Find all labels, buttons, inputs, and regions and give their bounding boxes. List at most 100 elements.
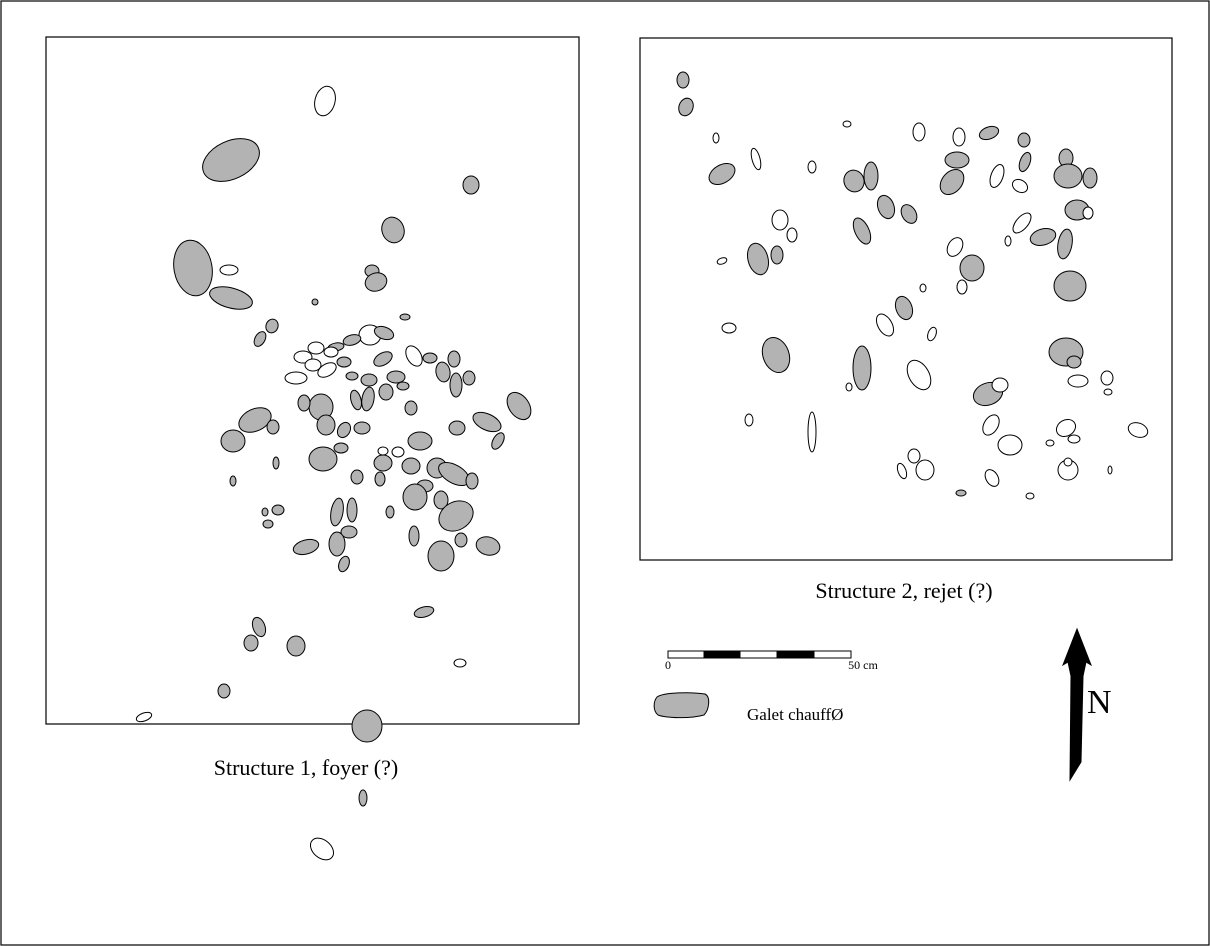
structure-2-stone — [907, 448, 921, 464]
structure-2-heated-stone — [978, 125, 1000, 141]
structure-2-heated-stone — [852, 217, 872, 245]
structure-1-heated-stone — [262, 519, 274, 529]
structure-1-heated-stone — [229, 475, 237, 487]
structure-1-heated-stone — [266, 419, 280, 435]
structure-2-plan: Structure 2, rejet (?) — [639, 37, 1173, 603]
structure-2-heated-stone — [876, 194, 896, 220]
structure-2-stone — [1055, 418, 1077, 438]
structure-2-stone — [1063, 457, 1073, 467]
structure-1-heated-stone — [351, 709, 383, 743]
structure-1-heated-stone — [336, 421, 352, 439]
structure-1-plan: Structure 1, foyer (?) — [45, 36, 580, 861]
structure-2-stone — [744, 413, 754, 427]
structure-1-heated-stone — [435, 361, 451, 383]
structure-2-heated-stone — [863, 161, 879, 191]
structure-2-heated-stone — [1017, 132, 1031, 148]
structure-2-stone — [906, 359, 932, 391]
structure-1-heated-stone — [404, 400, 418, 416]
scale-segment — [703, 650, 741, 659]
structure-2-stones — [676, 71, 1149, 500]
scale-segment — [667, 650, 705, 659]
structure-2-heated-stone — [1057, 228, 1073, 260]
structure-2-stone — [984, 469, 1000, 487]
structure-1-stone — [219, 264, 239, 276]
structure-1-heated-stone — [465, 472, 479, 490]
structure-1-heated-stone — [438, 500, 474, 532]
structure-1-heated-stone — [265, 318, 279, 334]
structure-1-heated-stone — [251, 616, 267, 638]
structure-2-stone — [786, 227, 798, 243]
structure-2-stone — [1025, 492, 1035, 500]
structure-2-heated-stone — [944, 151, 970, 169]
structure-1-heated-stone — [402, 483, 428, 511]
structure-2-heated-stone — [1053, 270, 1087, 302]
structure-1-heated-stone — [220, 429, 246, 453]
structure-1-heated-stone — [342, 334, 362, 346]
structure-2-stone — [875, 313, 895, 337]
structure-2-stone — [1004, 235, 1012, 247]
structure-1-heated-stone — [374, 471, 386, 487]
structure-1-heated-stone — [385, 505, 395, 519]
structure-2-stone — [896, 462, 908, 480]
structure-1-stones — [135, 85, 532, 861]
structure-1-stone — [323, 346, 339, 358]
structure-1-heated-stone — [491, 432, 505, 450]
structure-2-stone — [989, 164, 1005, 188]
structure-1-heated-stone — [353, 421, 371, 435]
structure-2-stone — [721, 322, 737, 334]
structure-1-heated-stone — [386, 370, 406, 384]
structure-1-heated-stone — [271, 504, 285, 516]
structure-2-heated-stone — [939, 168, 965, 196]
structure-2-heated-stone — [1082, 167, 1098, 189]
scale-bar: 0 50 cm — [665, 650, 878, 672]
structure-2-heated-stone — [959, 254, 985, 282]
structure-2-stone — [982, 414, 1000, 436]
structure-2-stone — [912, 122, 926, 142]
structure-1-heated-stone — [217, 683, 231, 699]
structure-1-stone — [377, 446, 389, 456]
structure-1-heated-stone — [373, 325, 395, 341]
structure-2-heated-stone — [676, 71, 690, 89]
structure-1-heated-stone — [308, 446, 338, 472]
structure-2-heated-stone — [894, 295, 914, 321]
structure-2-heated-stone — [852, 345, 872, 391]
structure-2-stone — [997, 434, 1023, 456]
structure-2-stone — [915, 459, 935, 481]
structure-2-stone — [956, 279, 968, 295]
structure-1-heated-stone — [447, 350, 461, 368]
structure-1-heated-stone — [378, 383, 394, 401]
structure-1-stone — [309, 837, 335, 861]
structure-2-stone — [1103, 388, 1113, 396]
legend-heated-swatch — [653, 692, 710, 719]
structure-1-heated-stone — [401, 457, 421, 475]
structure-1-heated-stone — [358, 789, 368, 807]
structure-1-caption: Structure 1, foyer (?) — [214, 755, 398, 780]
structure-1-stone — [135, 711, 153, 723]
structure-1-heated-stone — [346, 497, 358, 523]
structure-2-stone — [716, 257, 728, 265]
structure-1-heated-stone — [399, 313, 411, 321]
structure-2-heated-stone — [746, 242, 770, 276]
structure-1-heated-stone — [462, 175, 480, 195]
structure-1-stone — [293, 350, 313, 364]
structure-1-stone — [317, 362, 337, 378]
structure-1-heated-stone — [253, 331, 267, 347]
structure-1-heated-stone — [272, 456, 280, 470]
structure-1-frame — [45, 36, 580, 725]
structure-2-stone — [1045, 439, 1055, 447]
scale-segment — [776, 650, 815, 659]
structure-2-stone — [1012, 212, 1032, 234]
structure-2-stone — [952, 127, 966, 147]
structure-1-heated-stone — [449, 372, 463, 398]
structure-2-stone — [712, 132, 720, 144]
structure-1-stone — [284, 371, 308, 385]
structure-1-heated-stone — [413, 606, 435, 618]
structure-1-stone — [307, 341, 325, 355]
structure-1-heated-stone — [328, 531, 346, 557]
structure-1-heated-stone — [316, 414, 336, 436]
structure-2-stone — [1107, 465, 1113, 475]
structure-2-stone — [842, 120, 852, 128]
structure-2-stone — [1011, 178, 1029, 194]
structure-2-heated-stone — [955, 489, 967, 497]
